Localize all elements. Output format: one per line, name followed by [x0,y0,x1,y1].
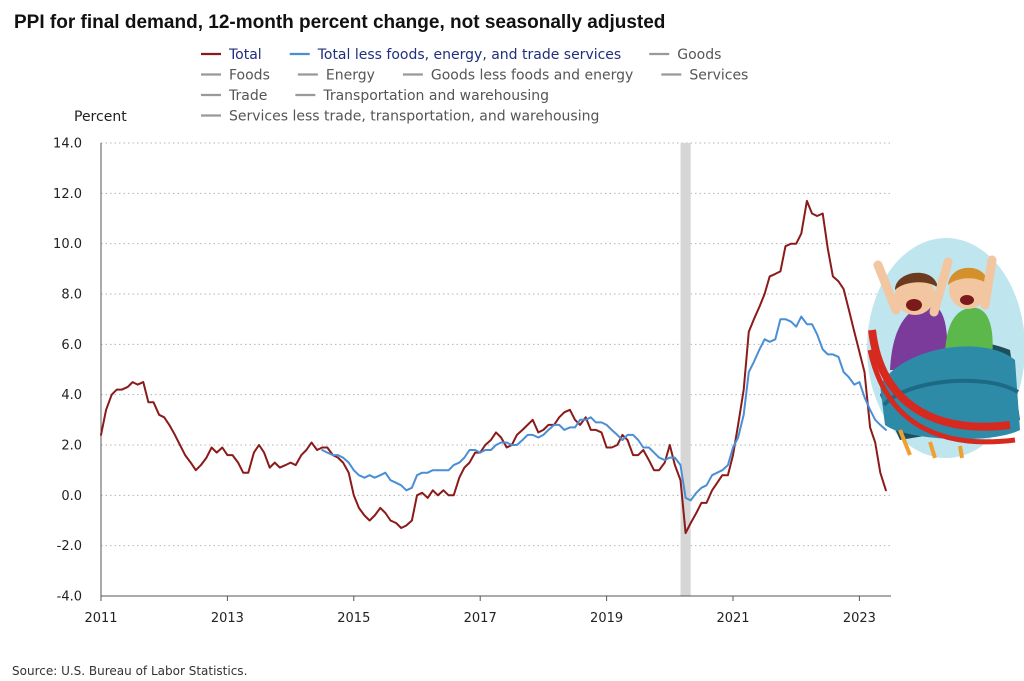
legend-item[interactable]: Goods less foods and energy [431,68,633,84]
legend-item[interactable]: Trade [228,88,267,104]
chart-title: PPI for final demand, 12-month percent c… [14,12,665,33]
y-tick-label: 8.0 [61,288,82,303]
series-lines [100,199,887,535]
rider-left-head [895,275,935,315]
x-tick-label: 2011 [84,611,117,626]
x-tick-label: 2019 [590,611,623,626]
series-line-core [321,315,887,502]
chart-legend: Total Total less foods, energy, and trade… [201,47,748,125]
legend-item[interactable]: Energy [326,68,375,84]
y-tick-labels: -4.0 -2.0 0.0 2.0 4.0 6.0 8.0 10.0 12.0 14.0 [53,137,82,605]
axes [100,143,891,597]
legend-item[interactable]: Total less foods, energy, and trade serv… [317,47,622,63]
grid-lines [101,142,891,547]
legend-item[interactable]: Services [689,68,748,84]
y-tick-label: 6.0 [61,338,82,353]
x-tick-label: 2023 [843,611,876,626]
y-tick-label: 14.0 [53,137,82,152]
x-tick-label: 2021 [716,611,749,626]
y-tick-label: 0.0 [61,489,82,504]
y-axis-title: Percent [74,109,127,125]
rider-right-head [949,271,987,309]
legend-item[interactable]: Foods [229,68,270,84]
legend-item[interactable]: Goods [677,47,721,63]
coaster-car [880,346,1020,440]
legend-item[interactable]: Transportation and warehousing [322,88,549,104]
series-line-total [100,199,887,535]
x-tick-label: 2017 [464,611,497,626]
y-tick-label: 2.0 [61,439,82,454]
source-note: Source: U.S. Bureau of Labor Statistics. [12,664,247,678]
x-tick-labels: 2011 2013 2015 2017 2019 2021 2023 [84,596,876,626]
y-tick-label: 12.0 [53,187,82,202]
coaster-rail [868,329,1011,431]
recession-shading [680,143,691,596]
x-tick-label: 2015 [337,611,370,626]
legend-item[interactable]: Total [228,47,262,63]
y-tick-label: 10.0 [53,237,82,252]
y-tick-label: 4.0 [61,388,82,403]
legend-item[interactable]: Services less trade, transportation, and… [229,109,599,125]
y-tick-label: -4.0 [57,590,82,605]
roller-coaster-riders-cartoon [867,238,1024,459]
x-tick-label: 2013 [211,611,244,626]
y-tick-label: -2.0 [57,539,82,554]
